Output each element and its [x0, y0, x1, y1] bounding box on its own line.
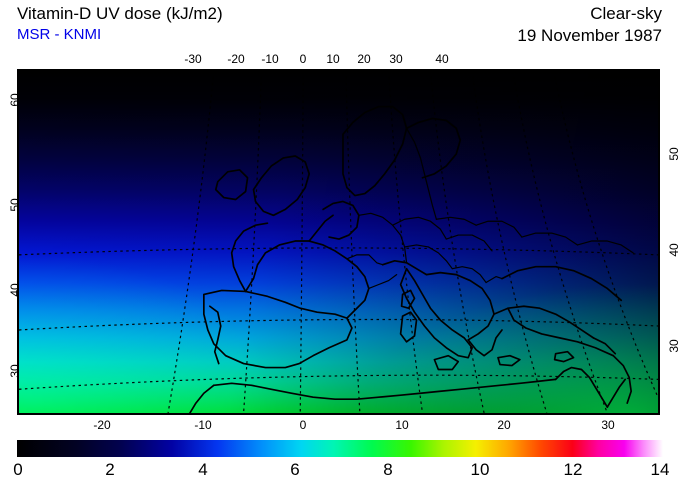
- uv-dose-colorbar: [17, 440, 663, 457]
- coastline-outlines: [189, 105, 634, 413]
- colorbar-tick-7: 14: [650, 460, 670, 479]
- tick-bottom-1: -10: [194, 418, 212, 432]
- tick-right-2: 30: [667, 339, 678, 353]
- colorbar-tick-0: 0: [13, 460, 23, 479]
- colorbar-tick-5: 10: [470, 460, 490, 479]
- colorbar-tick-1: 2: [105, 460, 115, 479]
- tick-left-0: 60: [8, 93, 23, 107]
- tick-right-0: 50: [667, 147, 678, 161]
- tick-left-2: 40: [8, 283, 23, 297]
- page-title: Vitamin-D UV dose (kJ/m2): [17, 4, 223, 23]
- tick-bottom-5: 30: [601, 418, 615, 432]
- sky-condition-label: Clear-sky: [590, 4, 662, 23]
- tick-top-2: -10: [261, 52, 279, 66]
- tick-top-4: 10: [326, 52, 340, 66]
- tick-left-1: 50: [8, 198, 23, 212]
- uv-dose-map: [17, 69, 660, 415]
- colorbar-tick-2: 4: [198, 460, 208, 479]
- tick-top-6: 30: [389, 52, 403, 66]
- tick-left-3: 30: [8, 364, 23, 378]
- tick-bottom-0: -20: [93, 418, 111, 432]
- colorbar-tick-4: 8: [383, 460, 393, 479]
- tick-top-1: -20: [227, 52, 245, 66]
- tick-top-5: 20: [357, 52, 371, 66]
- graticule-lines: [19, 71, 658, 413]
- tick-right-1: 40: [667, 243, 678, 257]
- tick-bottom-3: 10: [395, 418, 409, 432]
- colorbar-tick-3: 6: [290, 460, 300, 479]
- colorbar-tick-6: 12: [563, 460, 583, 479]
- data-source-label: MSR - KNMI: [17, 26, 102, 43]
- tick-bottom-2: 0: [299, 418, 307, 432]
- date-label: 19 November 1987: [517, 26, 662, 45]
- tick-top-3: 0: [299, 52, 307, 66]
- tick-bottom-4: 20: [497, 418, 511, 432]
- tick-top-0: -30: [184, 52, 202, 66]
- tick-top-7: 40: [435, 52, 449, 66]
